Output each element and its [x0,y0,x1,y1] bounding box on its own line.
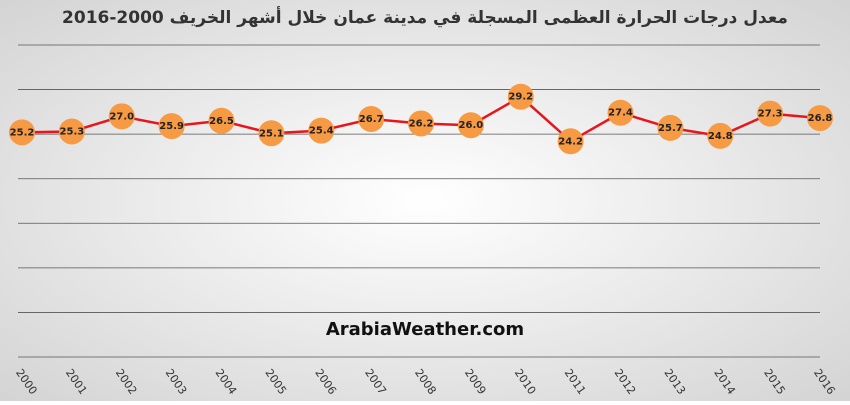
data-label: 24.2 [558,136,583,147]
data-label: 25.3 [60,126,85,137]
marker [208,107,235,134]
marker [9,119,35,146]
data-label: 26.7 [359,114,384,125]
marker [607,99,634,126]
data-label: 25.4 [309,126,334,137]
chart-title: معدل درجات الحرارة العظمى المسجلة في مدي… [62,6,788,28]
marker [158,113,185,140]
data-label: 25.7 [658,123,683,134]
data-label: 26.2 [409,118,434,129]
data-label: 27.4 [608,108,633,119]
data-label: 27.3 [758,109,783,120]
data-label: 25.1 [259,128,284,139]
data-label: 25.9 [159,121,184,132]
data-label: 27.0 [109,111,134,122]
data-label: 25.2 [10,127,35,138]
marker [807,105,833,132]
data-label: 26.0 [459,120,484,131]
watermark: ArabiaWeather.com [326,319,524,340]
marker [108,103,135,130]
marker [657,114,684,141]
data-label: 24.8 [708,131,733,142]
marker [557,128,584,155]
marker [408,110,434,137]
data-label: 29.2 [508,92,533,103]
marker [457,112,484,139]
marker [707,122,734,149]
data-label: 26.5 [209,116,234,127]
data-label: 26.8 [808,113,833,124]
marker [258,120,285,147]
marker [308,117,335,144]
marker [58,118,85,145]
marker [507,83,534,110]
marker [358,105,385,132]
marker [757,100,784,127]
